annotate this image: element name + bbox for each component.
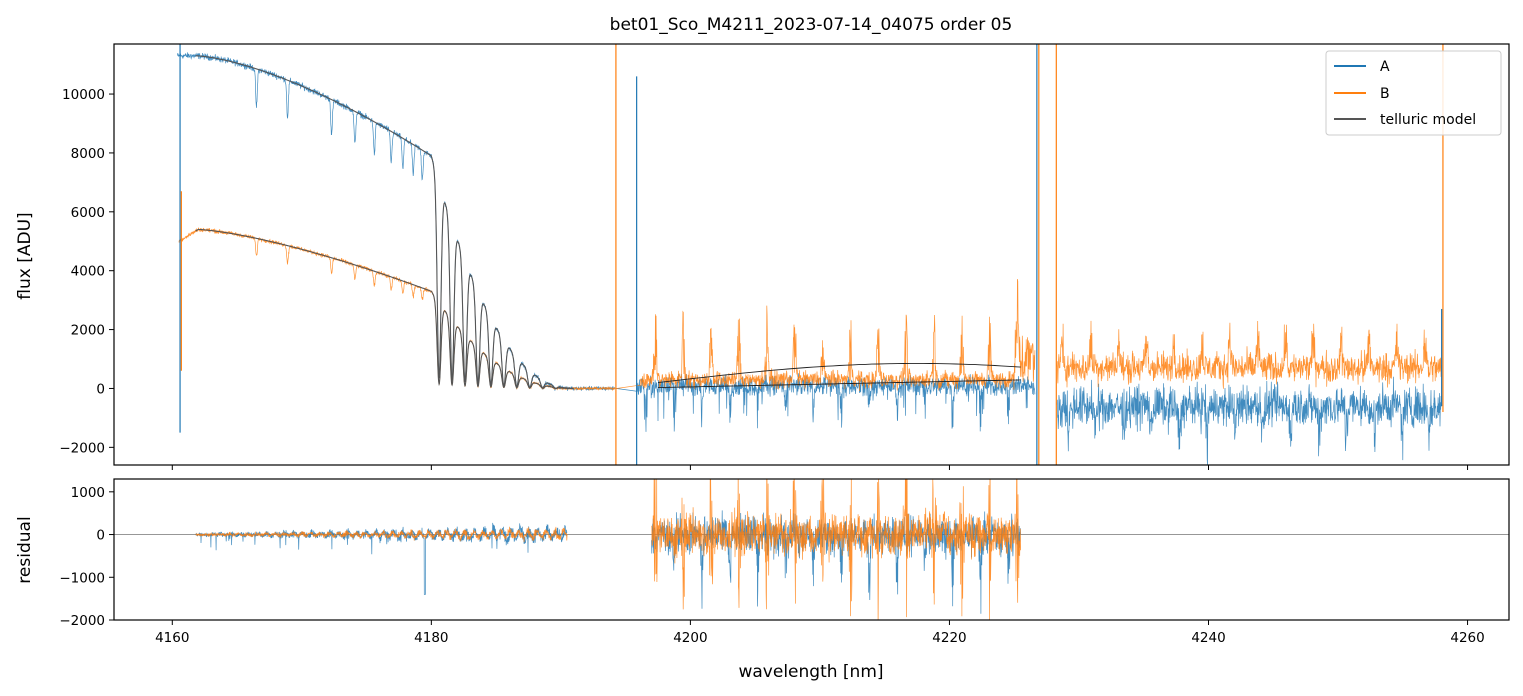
x-tick-label: 4160	[155, 630, 189, 646]
top-y-tick-label: 8000	[71, 146, 105, 162]
x-tick-label: 4180	[414, 630, 448, 646]
x-axis-label: wavelength [nm]	[738, 662, 883, 682]
top-y-tick-label: 0	[96, 381, 105, 397]
x-tick-label: 4200	[673, 630, 707, 646]
bottom-y-label: residual	[15, 516, 35, 583]
top-y-tick-label: −2000	[59, 440, 105, 456]
model-a-line-2	[657, 379, 1021, 389]
legend-label-a: A	[1380, 59, 1390, 75]
top-frame	[113, 43, 1510, 466]
bottom-y-tick-label: −2000	[59, 613, 105, 629]
top-y-ticks: −2000 0 2000 4000 6000 8000 10000	[59, 87, 114, 456]
series-b-line-2	[1056, 320, 1442, 389]
legend-label-model: telluric model	[1380, 112, 1476, 128]
bottom-y-tick-label: 1000	[71, 485, 105, 501]
bottom-data-layer	[114, 479, 1509, 620]
model-a-line	[195, 55, 574, 390]
bottom-panel: −2000 −1000 0 1000 4160 4180 4200 4220 4240 4260…	[15, 478, 1510, 682]
top-panel: −2000 0 2000 4000 6000 8000 10000 flux [ADU] A…	[15, 43, 1510, 470]
legend-box	[1325, 50, 1502, 136]
bottom-plot-area	[114, 479, 1509, 620]
top-data-layer	[177, 44, 1444, 465]
model-b-line-2	[657, 362, 1021, 384]
bottom-x-ticks: 4160 4180 4200 4220 4240 4260	[155, 620, 1485, 646]
top-y-tick-label: 6000	[71, 205, 105, 221]
model-b-line	[195, 228, 574, 390]
bottom-y-tick-label: 0	[96, 528, 105, 544]
bottom-frame	[113, 478, 1510, 621]
legend: A B telluric model	[1325, 50, 1502, 136]
bottom-y-ticks: −2000 −1000 0 1000	[59, 485, 114, 629]
top-y-tick-label: 2000	[71, 323, 105, 339]
legend-label-b: B	[1380, 86, 1390, 102]
series-a-line-2	[1056, 376, 1442, 465]
top-y-label: flux [ADU]	[15, 212, 35, 299]
x-tick-label: 4240	[1191, 630, 1225, 646]
chart-title: bet01_Sco_M4211_2023-07-14_04075 order 0…	[610, 15, 1013, 35]
x-tick-label: 4260	[1450, 630, 1484, 646]
x-tick-label: 4220	[932, 630, 966, 646]
top-y-tick-label: 10000	[62, 87, 105, 103]
residual-b-line-2	[651, 479, 1021, 620]
residual-b-line	[195, 526, 568, 543]
bottom-y-tick-label: −1000	[59, 570, 105, 586]
top-x-ticks	[171, 465, 1469, 470]
top-y-tick-label: 4000	[71, 264, 105, 280]
